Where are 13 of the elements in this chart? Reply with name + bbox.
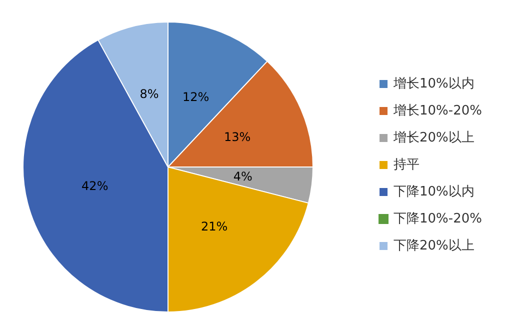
legend-label: 增长10%以内 <box>392 76 474 92</box>
data-label: 8% <box>140 86 159 101</box>
legend-label: 下降20%以上 <box>394 238 474 254</box>
legend-label: 持平 <box>394 158 420 172</box>
legend-label: 下降10%以内 <box>394 184 474 200</box>
legend-label: 增长20%以上 <box>392 130 474 146</box>
legend-label: 增长10%-20% <box>392 104 482 118</box>
legend-label: 下降10%-20% <box>394 212 482 226</box>
data-label: 12% <box>182 90 210 104</box>
data-label: 4% <box>233 169 252 184</box>
data-label: 13% <box>224 130 251 144</box>
data-label: 21% <box>200 220 228 234</box>
data-label: 42% <box>82 178 108 193</box>
